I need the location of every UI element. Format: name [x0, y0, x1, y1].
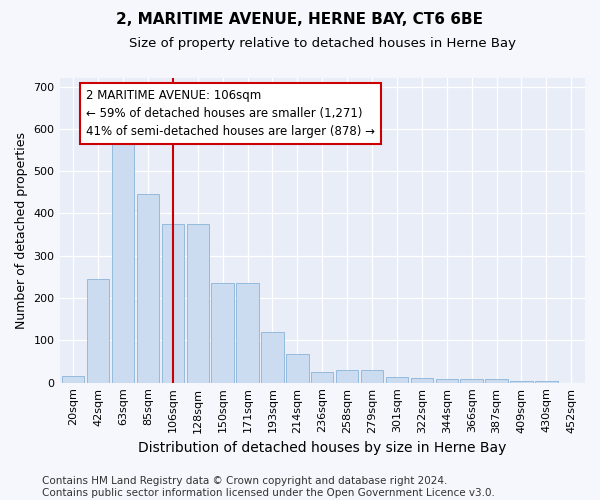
Bar	[211, 284, 234, 382]
Bar	[535, 381, 557, 382]
Title: Size of property relative to detached houses in Herne Bay: Size of property relative to detached ho…	[129, 38, 516, 51]
Bar	[510, 381, 533, 382]
Text: Contains HM Land Registry data © Crown copyright and database right 2024.
Contai: Contains HM Land Registry data © Crown c…	[42, 476, 495, 498]
Y-axis label: Number of detached properties: Number of detached properties	[15, 132, 28, 329]
Text: 2 MARITIME AVENUE: 106sqm
← 59% of detached houses are smaller (1,271)
41% of se: 2 MARITIME AVENUE: 106sqm ← 59% of detac…	[86, 88, 374, 138]
Bar	[161, 224, 184, 382]
Bar	[311, 372, 334, 382]
Bar	[460, 380, 483, 382]
Bar	[485, 380, 508, 382]
Bar	[112, 135, 134, 382]
Bar	[261, 332, 284, 382]
Bar	[187, 224, 209, 382]
Bar	[410, 378, 433, 382]
Bar	[386, 377, 408, 382]
Bar	[436, 380, 458, 382]
Bar	[137, 194, 159, 382]
Bar	[361, 370, 383, 382]
X-axis label: Distribution of detached houses by size in Herne Bay: Distribution of detached houses by size …	[138, 441, 506, 455]
Bar	[336, 370, 358, 382]
Bar	[286, 354, 308, 382]
Bar	[62, 376, 85, 382]
Text: 2, MARITIME AVENUE, HERNE BAY, CT6 6BE: 2, MARITIME AVENUE, HERNE BAY, CT6 6BE	[116, 12, 484, 28]
Bar	[236, 284, 259, 382]
Bar	[87, 279, 109, 382]
